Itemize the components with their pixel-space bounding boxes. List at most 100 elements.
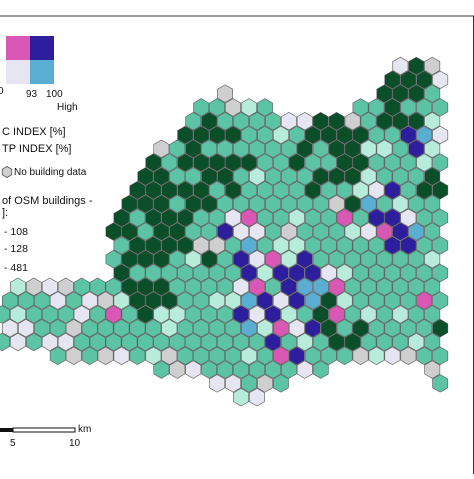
hex-cell [153, 222, 170, 241]
hex-cell [137, 305, 154, 324]
hex-cell [201, 332, 218, 352]
hex-cell [296, 222, 313, 241]
hex-cell [432, 98, 449, 117]
legend-cell-high-low [6, 36, 30, 60]
hex-cell [241, 125, 257, 145]
hex-cell [400, 208, 417, 227]
hex-cell [185, 194, 202, 214]
hex-cell [416, 181, 433, 200]
hex-cell [320, 208, 337, 227]
hex-cell [360, 250, 377, 269]
hex-cell [233, 139, 249, 158]
tp-index-label: TP INDEX [%] [2, 143, 71, 155]
hex-cell [408, 332, 425, 352]
hex-cell [233, 112, 249, 131]
hex-cell [296, 332, 313, 352]
hex-cell [185, 139, 202, 158]
scale-bar-segment-2 [12, 427, 76, 433]
hex-cell [360, 139, 377, 158]
hex-cell [185, 277, 202, 296]
hex-cell [344, 277, 361, 296]
hex-cell [225, 208, 241, 227]
hex-cell [0, 332, 10, 352]
hex-cell [336, 153, 353, 172]
hex-cell [392, 332, 409, 352]
hex-cell [416, 70, 433, 89]
hex-cell [185, 305, 202, 324]
hex-cell [376, 194, 393, 214]
hex-cell [256, 236, 273, 255]
hex-cell [201, 167, 218, 186]
hex-cell [400, 319, 417, 338]
hex-cell [73, 277, 90, 296]
hex-cell [233, 332, 249, 352]
hex-cell [336, 236, 353, 255]
hex-cell [193, 181, 210, 200]
hex-cell [233, 388, 249, 407]
hex-cell [280, 250, 297, 269]
hex-cell [209, 153, 226, 172]
hex-cell [304, 319, 321, 338]
hex-cell [249, 139, 265, 158]
hex-cell [89, 332, 106, 352]
hex-cell [264, 277, 281, 296]
hex-cell [432, 181, 449, 200]
hex-cell [272, 125, 289, 145]
hex-cell [264, 305, 281, 324]
hex-cell [432, 70, 449, 89]
hex-cell [256, 374, 273, 393]
hex-cell [408, 222, 425, 241]
hex-cell [169, 277, 186, 296]
hex-cell [328, 332, 345, 352]
hex-cell [113, 346, 130, 365]
hex-cell [105, 277, 122, 296]
count-class-3: - 481 [4, 262, 28, 274]
hex-cell [233, 222, 249, 241]
hex-cell [392, 222, 409, 241]
hex-cell [201, 222, 218, 241]
hex-cell [272, 263, 289, 283]
hex-cell [304, 125, 321, 145]
hex-cell [320, 263, 337, 283]
hex-cell [121, 194, 138, 214]
hex-cell [65, 346, 82, 365]
hex-cell [344, 222, 361, 241]
hex-cell [312, 277, 329, 296]
hex-cell [264, 222, 281, 241]
hex-cell [360, 167, 377, 186]
hex-cell [432, 374, 449, 393]
hex-cell [400, 291, 417, 310]
hex-cell [392, 112, 409, 131]
hex-cell [57, 332, 74, 352]
hex-cell [49, 291, 66, 310]
hex-cell [400, 125, 417, 145]
hex-cell [336, 181, 353, 200]
hex-cell [185, 360, 202, 379]
hex-cell [272, 346, 289, 365]
hex-cell [312, 332, 329, 352]
hex-cell [193, 153, 210, 172]
hex-cell [249, 277, 265, 296]
hex-cell [153, 277, 170, 296]
hex-cell [320, 319, 337, 338]
hex-cell [169, 360, 186, 379]
hex-cell [352, 98, 369, 117]
hex-cell [272, 236, 289, 255]
hex-cell [249, 194, 265, 214]
hex-cell [296, 360, 313, 379]
hex-cell [304, 181, 321, 200]
hex-cell [288, 319, 305, 338]
hex-cell [73, 305, 90, 324]
hex-cell [129, 236, 146, 255]
hex-cell [256, 291, 273, 310]
hex-cell [209, 374, 226, 393]
hex-cell [304, 153, 321, 172]
hex-cell [17, 319, 34, 338]
hex-cell [105, 305, 122, 324]
hex-cell [169, 250, 186, 269]
hex-cell [169, 222, 186, 241]
hex-cell [161, 346, 178, 365]
count-class-2: - 128 [4, 243, 28, 255]
scale-bar-tick-10: 10 [69, 438, 81, 449]
